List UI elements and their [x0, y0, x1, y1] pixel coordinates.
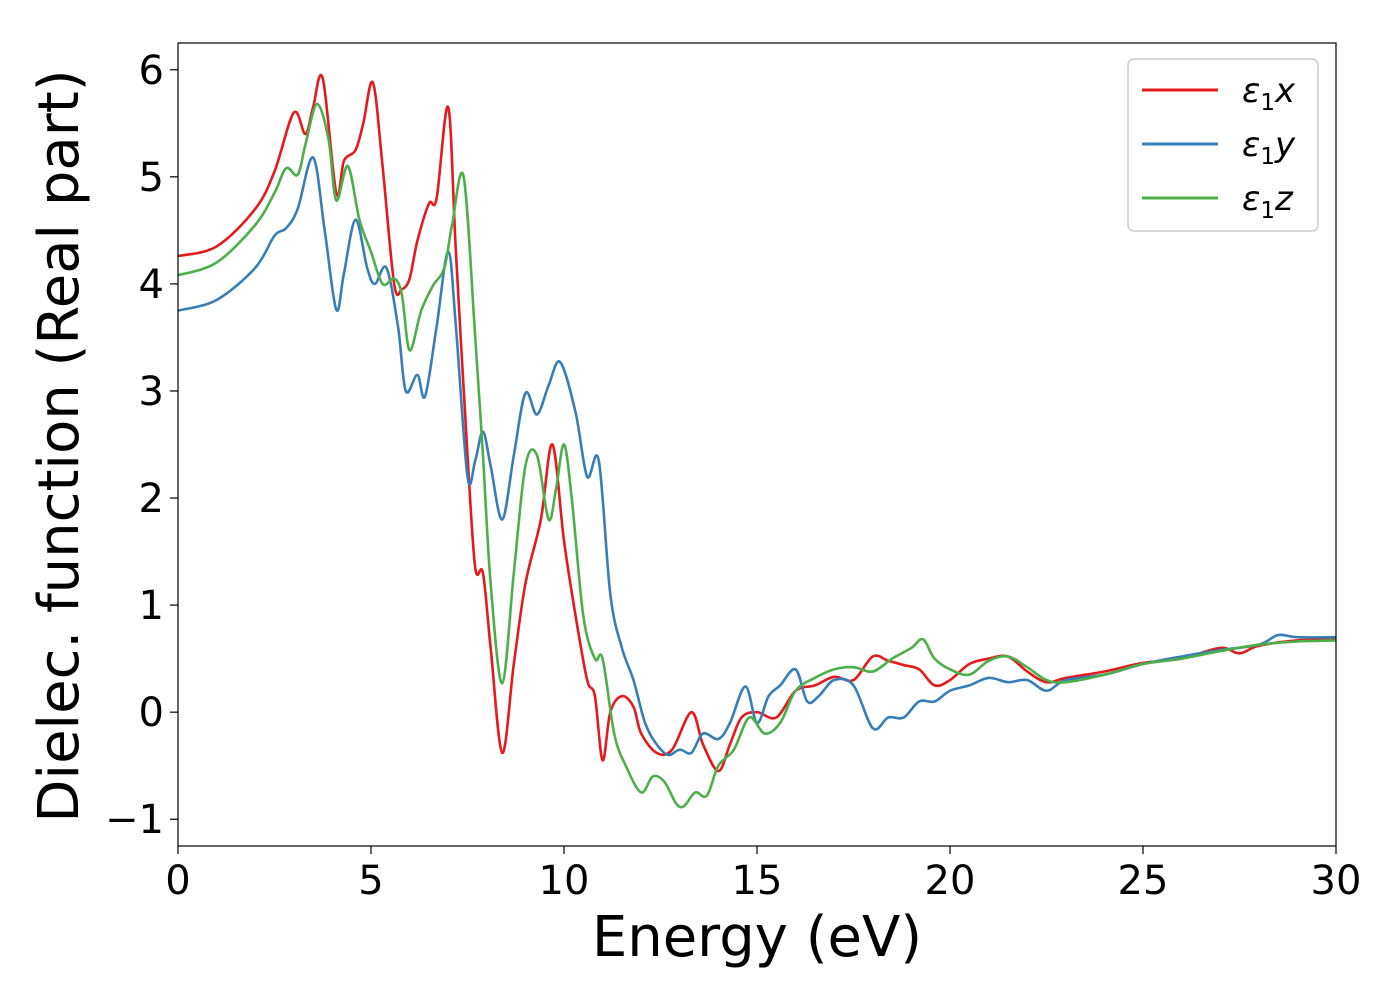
- y-tick-label: 0: [139, 690, 164, 736]
- legend-component: y: [1274, 125, 1296, 165]
- x-tick-label: 20: [925, 858, 976, 904]
- y-axis: −1 0 1 2 3 4 5 6: [105, 48, 178, 843]
- x-tick-label: 0: [165, 858, 190, 904]
- series-layer: [178, 73, 1336, 809]
- series-line-x: [178, 73, 1336, 773]
- legend-symbol: ε: [1242, 125, 1260, 165]
- x-tick-label: 15: [732, 858, 783, 904]
- x-tick-label: 10: [539, 858, 590, 904]
- legend-symbol: ε: [1242, 71, 1260, 111]
- y-tick-label: −1: [105, 797, 164, 843]
- y-tick-label: 2: [139, 476, 164, 522]
- legend-item-y: ε1y: [1142, 125, 1296, 170]
- x-axis-label: Energy (eV): [592, 905, 922, 970]
- series-line-z: [178, 102, 1336, 809]
- y-tick-label: 4: [139, 262, 164, 308]
- legend-component: x: [1274, 71, 1296, 111]
- legend-label: ε1z: [1242, 179, 1294, 224]
- legend-label: ε1x: [1242, 71, 1296, 116]
- legend-subscript: 1: [1260, 198, 1275, 224]
- series-line-y: [178, 156, 1336, 757]
- legend-item-z: ε1z: [1142, 179, 1294, 224]
- x-tick-label: 30: [1311, 858, 1362, 904]
- y-tick-label: 3: [139, 369, 164, 415]
- legend-component: z: [1274, 179, 1294, 219]
- y-axis-label: Dielec. function (Real part): [27, 69, 92, 822]
- y-tick-label: 1: [139, 583, 164, 629]
- legend-box: [1127, 58, 1319, 232]
- legend-item-x: ε1x: [1142, 71, 1296, 116]
- legend-subscript: 1: [1260, 90, 1275, 116]
- y-tick-label: 6: [139, 48, 164, 94]
- legend-label: ε1y: [1242, 125, 1296, 170]
- y-tick-label: 5: [139, 155, 164, 201]
- x-tick-label: 5: [358, 858, 383, 904]
- x-tick-label: 25: [1118, 858, 1169, 904]
- x-axis: 0 5 10 15 20 25 30: [165, 846, 1361, 904]
- legend-symbol: ε: [1242, 179, 1260, 219]
- legend-subscript: 1: [1260, 144, 1275, 170]
